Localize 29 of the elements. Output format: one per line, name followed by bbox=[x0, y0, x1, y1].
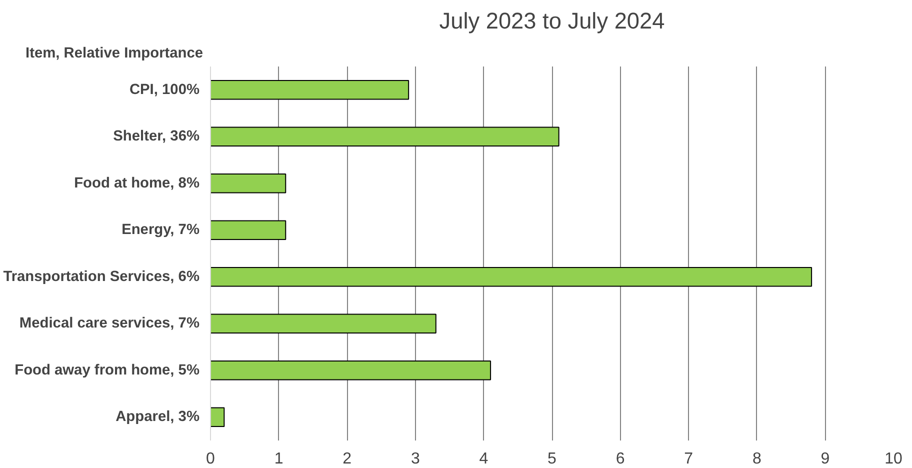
y-tick-label: Food away from home, 5% bbox=[14, 362, 200, 378]
bar bbox=[210, 314, 436, 334]
y-tick-label: CPI, 100% bbox=[129, 82, 200, 98]
x-tick-label: 6 bbox=[616, 450, 625, 468]
y-tick-label: Transportation Services, 6% bbox=[3, 268, 200, 285]
x-tick-label: 0 bbox=[206, 450, 216, 468]
y-axis-title: Item, Relative Importance bbox=[26, 46, 204, 62]
x-tick-label: 9 bbox=[820, 450, 830, 468]
x-tick-label: 10 bbox=[884, 450, 902, 468]
x-tick-label: 7 bbox=[684, 450, 694, 468]
x-tick-label: 2 bbox=[342, 450, 352, 468]
y-tick-label: Shelter, 36% bbox=[113, 128, 200, 145]
bar bbox=[210, 360, 492, 380]
bar bbox=[210, 126, 560, 146]
y-tick-label: Medical care services, 7% bbox=[19, 316, 200, 332]
bar bbox=[210, 407, 225, 427]
bar bbox=[210, 220, 286, 240]
x-tick-label: 5 bbox=[548, 450, 557, 468]
bar bbox=[210, 80, 410, 100]
x-tick-label: 8 bbox=[752, 450, 762, 468]
y-tick-label: Food at home, 8% bbox=[74, 175, 200, 192]
y-tick-label: Apparel, 3% bbox=[116, 409, 200, 426]
bar bbox=[210, 267, 812, 287]
x-tick-label: 4 bbox=[479, 450, 488, 468]
x-tick-label: 3 bbox=[410, 450, 420, 468]
x-tick-label: 1 bbox=[274, 450, 284, 468]
bar bbox=[210, 174, 286, 194]
y-tick-label: Energy, 7% bbox=[122, 222, 200, 238]
chart-title: July 2023 to July 2024 bbox=[439, 8, 665, 34]
